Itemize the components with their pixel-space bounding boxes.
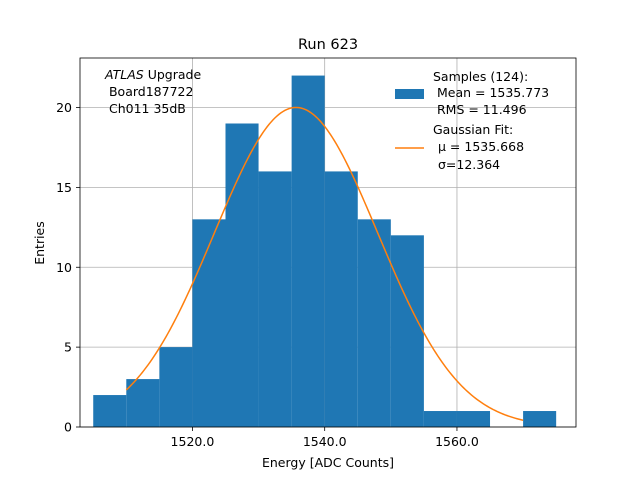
chart-title: Run 623 — [298, 37, 358, 53]
legend-samples-swatch — [395, 89, 424, 99]
histogram-bar — [192, 219, 226, 427]
x-tick-label: 1520.0 — [171, 434, 215, 449]
atlas-upgrade-label: Upgrade — [144, 67, 202, 82]
y-axis-label: Entries — [32, 221, 47, 265]
legend-samples-line1: Samples (124): — [433, 69, 528, 84]
atlas-italic-label: ATLAS — [104, 67, 144, 82]
svg-text:ATLAS Upgrade: ATLAS Upgrade — [104, 67, 201, 82]
histogram-bar — [258, 171, 292, 427]
legend: Samples (124): Mean = 1535.773 RMS = 11.… — [395, 69, 549, 172]
y-tick-label: 5 — [64, 340, 72, 355]
legend-fit-sigma: σ=12.364 — [438, 157, 500, 172]
histogram-bar — [523, 411, 557, 427]
legend-fit-mu: μ = 1535.668 — [438, 139, 524, 154]
legend-samples-mean: Mean = 1535.773 — [433, 85, 549, 100]
channel-label: Ch011 35dB — [105, 101, 186, 116]
y-tick-label: 10 — [56, 260, 72, 275]
y-tick-label: 20 — [56, 100, 72, 115]
histogram-bar — [126, 379, 160, 427]
x-tick-label: 1540.0 — [303, 434, 347, 449]
histogram-bar — [390, 235, 424, 427]
histogram-bar — [324, 171, 358, 427]
gaussian-fit-curve — [125, 106, 524, 421]
histogram-bar — [456, 411, 491, 427]
histogram-bar — [225, 123, 259, 428]
y-tick-label: 0 — [64, 420, 72, 435]
histogram-bars — [93, 75, 557, 428]
plot-frame — [79, 57, 577, 428]
legend-fit-line1: Gaussian Fit: — [433, 122, 513, 137]
histogram-bar — [159, 347, 193, 427]
legend-samples-rms: RMS = 11.496 — [433, 102, 527, 117]
histogram-bar — [357, 219, 391, 427]
histogram-bar — [423, 411, 457, 427]
y-tick-label: 15 — [56, 180, 72, 195]
y-axis-ticks: 0 5 10 15 20 — [56, 100, 80, 435]
atlas-annotation: ATLAS Upgrade Board187722 Ch011 35dB — [104, 67, 201, 116]
histogram-bar — [291, 75, 325, 428]
x-axis-label: Energy [ADC Counts] — [262, 455, 394, 470]
x-axis-ticks: 1520.0 1540.0 1560.0 — [171, 427, 479, 449]
x-tick-label: 1560.0 — [435, 434, 479, 449]
board-label: Board187722 — [105, 84, 193, 99]
histogram-bar — [93, 395, 127, 427]
